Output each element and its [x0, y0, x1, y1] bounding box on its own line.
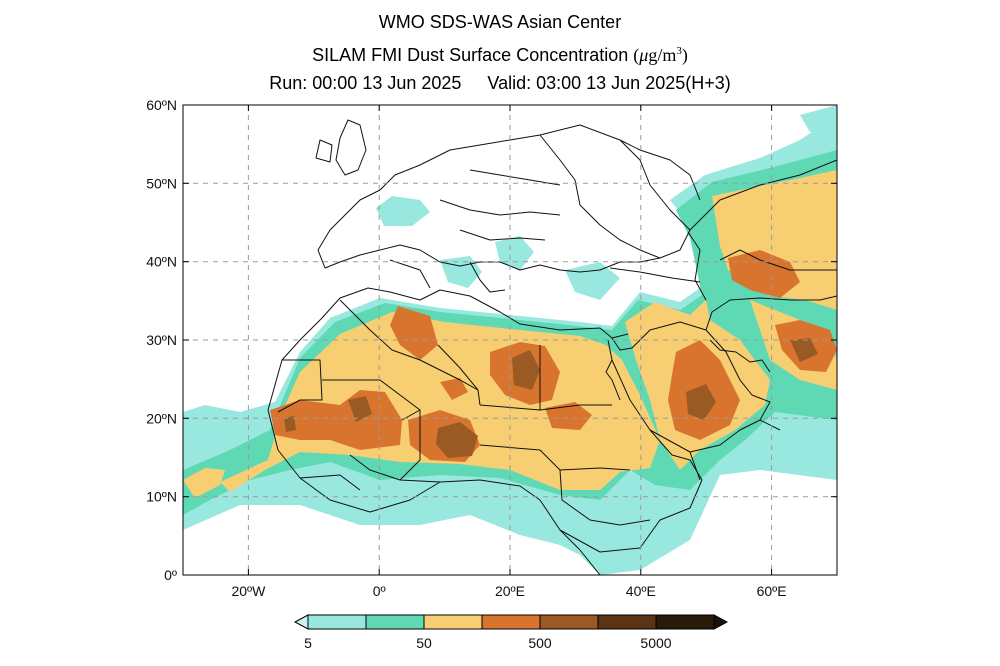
valid-time-label: Valid: 03:00 13 Jun 2025(H+3) — [487, 73, 731, 93]
lat-label-10n: 10ºN — [146, 489, 177, 505]
run-time-label: Run: 00:00 13 Jun 2025 — [269, 73, 462, 93]
lon-label-60e: 60ºE — [757, 583, 787, 599]
colorbar-max-arrow — [713, 614, 729, 630]
lon-label-20w: 20ºW — [231, 583, 266, 599]
title-center-name: WMO SDS-WAS Asian Center — [378, 12, 622, 32]
colorbar-segment-6 — [597, 614, 657, 630]
lat-label-60n: 60ºN — [146, 97, 177, 113]
colorbar-label-5: 5 — [304, 635, 312, 651]
colorbar-label-50: 50 — [416, 635, 432, 651]
lon-label-0: 0º — [373, 583, 386, 599]
lat-label-20n: 20ºN — [146, 410, 177, 426]
colorbar-min-arrow — [293, 614, 309, 630]
title-product-name: SILAM FMI Dust Surface Concentration — [312, 45, 629, 65]
map-title-line3: Run: 00:00 13 Jun 2025 Valid: 03:00 13 Ju… — [0, 73, 1000, 94]
dust-concentration-field — [183, 105, 837, 575]
colorbar-segment-4 — [481, 614, 541, 630]
colorbar — [293, 614, 729, 630]
colorbar-segment-5 — [539, 614, 599, 630]
lon-label-20e: 20ºE — [495, 583, 525, 599]
lat-label-40n: 40ºN — [146, 254, 177, 270]
map-title-line1: WMO SDS-WAS Asian Center — [0, 12, 1000, 33]
colorbar-segment-1 — [307, 614, 367, 630]
colorbar-label-5000: 5000 — [640, 635, 671, 651]
colorbar-label-500: 500 — [528, 635, 552, 651]
colorbar-segment-2 — [365, 614, 425, 630]
lat-label-50n: 50ºN — [146, 175, 177, 191]
colorbar-segment-7 — [655, 614, 715, 630]
colorbar-segment-3 — [423, 614, 483, 630]
title-unit: (μg/m3) — [633, 45, 688, 65]
lat-label-0: 0º — [164, 567, 177, 583]
map-title-line2: SILAM FMI Dust Surface Concentration (μg… — [0, 45, 1000, 66]
lat-label-30n: 30ºN — [146, 332, 177, 348]
lon-label-40e: 40ºE — [626, 583, 656, 599]
